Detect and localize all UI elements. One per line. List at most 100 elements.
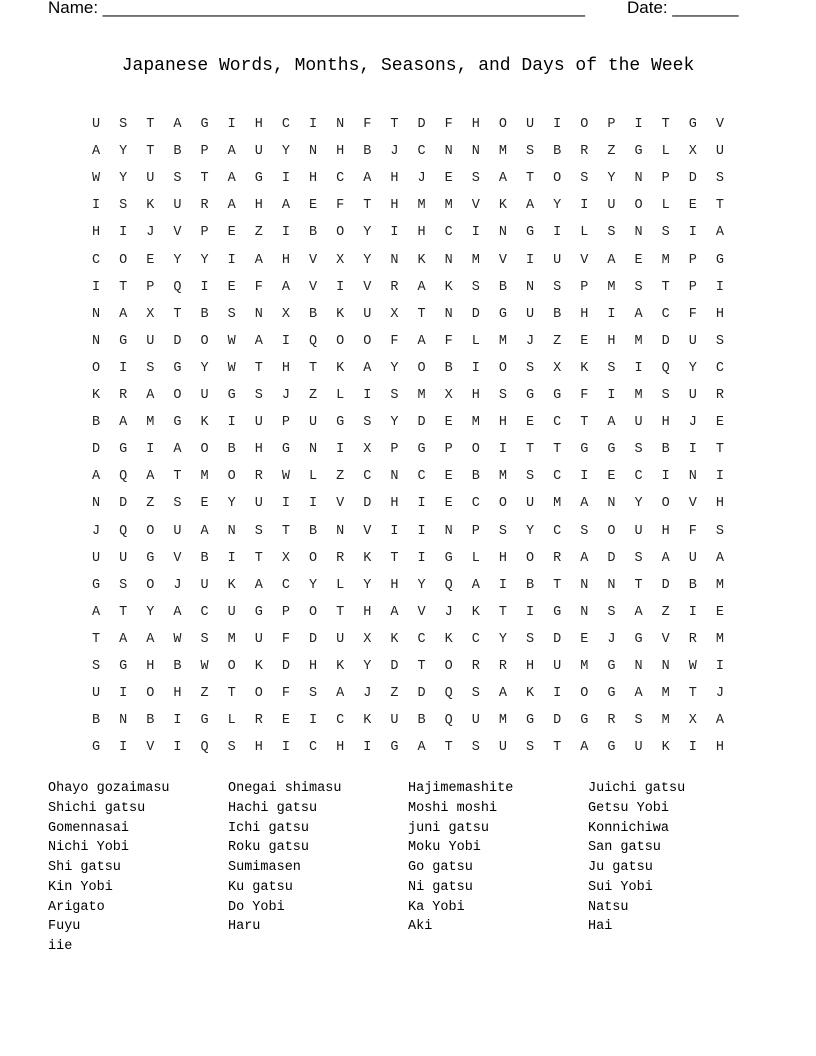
- grid-letter: J: [390, 144, 399, 160]
- grid-letter: C: [417, 144, 426, 160]
- grid-letter: A: [634, 604, 643, 620]
- grid-letter: T: [254, 550, 263, 566]
- grid-letter: A: [580, 550, 589, 566]
- grid-letter: C: [363, 469, 372, 485]
- grid-letter: T: [715, 442, 725, 458]
- grid-letter: O: [146, 686, 155, 702]
- grid-letter: S: [471, 171, 480, 187]
- grid-letter: S: [498, 388, 507, 403]
- grid-letter: R: [715, 388, 725, 403]
- grid-letter: O: [336, 225, 345, 241]
- word-list-item: Ku gatsu: [228, 879, 293, 895]
- grid-letter: H: [390, 577, 399, 593]
- grid-letter: Y: [308, 577, 318, 593]
- grid-letter: G: [526, 713, 535, 729]
- grid-letter: M: [498, 713, 507, 729]
- grid-letter: R: [336, 550, 345, 566]
- grid-letter: Y: [553, 198, 562, 214]
- grid-letter: A: [119, 306, 128, 322]
- grid-letter: Z: [390, 686, 399, 702]
- grid-letter: O: [498, 117, 507, 132]
- grid-letter: I: [688, 740, 697, 756]
- grid-letter: U: [634, 740, 643, 756]
- grid-letter: I: [553, 225, 562, 241]
- grid-letter: H: [254, 117, 263, 132]
- grid-letter: A: [417, 279, 426, 295]
- grid-letter: I: [390, 225, 399, 241]
- grid-letter: S: [661, 388, 670, 403]
- grid-letter: G: [634, 631, 643, 647]
- grid-letter: I: [336, 279, 345, 295]
- grid-letter: I: [715, 659, 725, 674]
- grid-letter: X: [390, 306, 399, 322]
- grid-letter: B: [308, 306, 318, 322]
- grid-letter: I: [281, 333, 290, 349]
- grid-letter: T: [146, 144, 155, 160]
- grid-letter: P: [471, 523, 480, 539]
- grid-letter: S: [607, 225, 616, 241]
- grid-letter: I: [498, 577, 507, 593]
- word-list-item: Juichi gatsu: [588, 781, 686, 796]
- grid-letter: E: [715, 604, 725, 620]
- grid-letter: H: [308, 171, 318, 187]
- grid-letter: I: [688, 442, 697, 458]
- grid-letter: U: [526, 306, 535, 322]
- grid-letter: U: [146, 171, 155, 187]
- grid-letter: K: [336, 306, 345, 322]
- grid-letter: Q: [308, 333, 318, 349]
- grid-letter: S: [526, 360, 535, 376]
- grid-letter: Z: [308, 388, 318, 403]
- grid-letter: C: [417, 631, 426, 647]
- grid-letter: B: [553, 306, 562, 322]
- grid-letter: L: [336, 577, 345, 593]
- grid-letter: Y: [363, 252, 372, 268]
- grid-letter: Q: [661, 360, 670, 376]
- grid-letter: O: [146, 523, 155, 539]
- grid-letter: S: [363, 415, 372, 431]
- grid-letter: L: [308, 469, 318, 485]
- grid-letter: N: [254, 306, 263, 322]
- word-list-item: Nichi Yobi: [48, 840, 130, 856]
- grid-letter: U: [553, 252, 562, 268]
- grid-letter: S: [119, 577, 128, 593]
- grid-letter: A: [119, 631, 128, 647]
- grid-letter: I: [471, 360, 480, 376]
- grid-letter: G: [91, 577, 101, 593]
- grid-letter: U: [471, 713, 480, 729]
- grid-letter: Q: [444, 686, 453, 702]
- grid-letter: U: [200, 577, 209, 593]
- grid-letter: P: [200, 225, 209, 241]
- word-list-item: Natsu: [588, 899, 629, 915]
- grid-letter: K: [146, 198, 155, 214]
- grid-letter: X: [444, 388, 453, 403]
- grid-letter: A: [390, 604, 399, 620]
- grid-letter: M: [661, 713, 670, 729]
- grid-letter: I: [417, 550, 426, 566]
- grid-letter: N: [308, 442, 318, 458]
- grid-letter: G: [173, 415, 182, 431]
- grid-letter: E: [281, 713, 290, 729]
- grid-letter: A: [227, 144, 236, 160]
- grid-letter: B: [173, 659, 182, 674]
- word-list-item: Ichi gatsu: [228, 820, 310, 836]
- grid-letter: S: [146, 360, 155, 376]
- grid-letter: S: [200, 631, 209, 647]
- grid-letter: P: [200, 144, 209, 160]
- grid-letter: H: [390, 198, 399, 214]
- grid-letter: B: [91, 415, 101, 431]
- grid-letter: M: [417, 388, 426, 403]
- grid-letter: R: [580, 144, 589, 160]
- grid-letter: V: [146, 740, 155, 756]
- grid-letter: N: [580, 604, 589, 620]
- grid-letter: A: [715, 550, 725, 566]
- grid-letter: C: [471, 631, 480, 647]
- grid-letter: V: [363, 523, 372, 539]
- grid-letter: S: [498, 523, 507, 539]
- grid-letter: S: [607, 360, 616, 376]
- grid-letter: R: [254, 469, 263, 485]
- grid-letter: I: [498, 442, 507, 458]
- grid-letter: B: [363, 144, 372, 160]
- grid-letter: A: [91, 604, 101, 620]
- grid-letter: C: [553, 523, 562, 539]
- grid-letter: K: [444, 631, 453, 647]
